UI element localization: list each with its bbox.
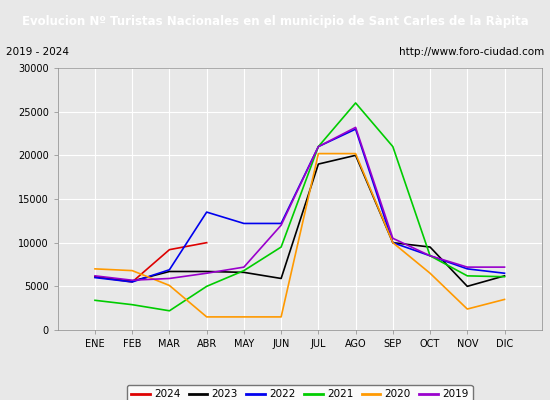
Text: 2019 - 2024: 2019 - 2024 [6, 47, 69, 57]
Text: http://www.foro-ciudad.com: http://www.foro-ciudad.com [399, 47, 544, 57]
Text: Evolucion Nº Turistas Nacionales en el municipio de Sant Carles de la Ràpita: Evolucion Nº Turistas Nacionales en el m… [21, 14, 529, 28]
Legend: 2024, 2023, 2022, 2021, 2020, 2019: 2024, 2023, 2022, 2021, 2020, 2019 [127, 385, 472, 400]
